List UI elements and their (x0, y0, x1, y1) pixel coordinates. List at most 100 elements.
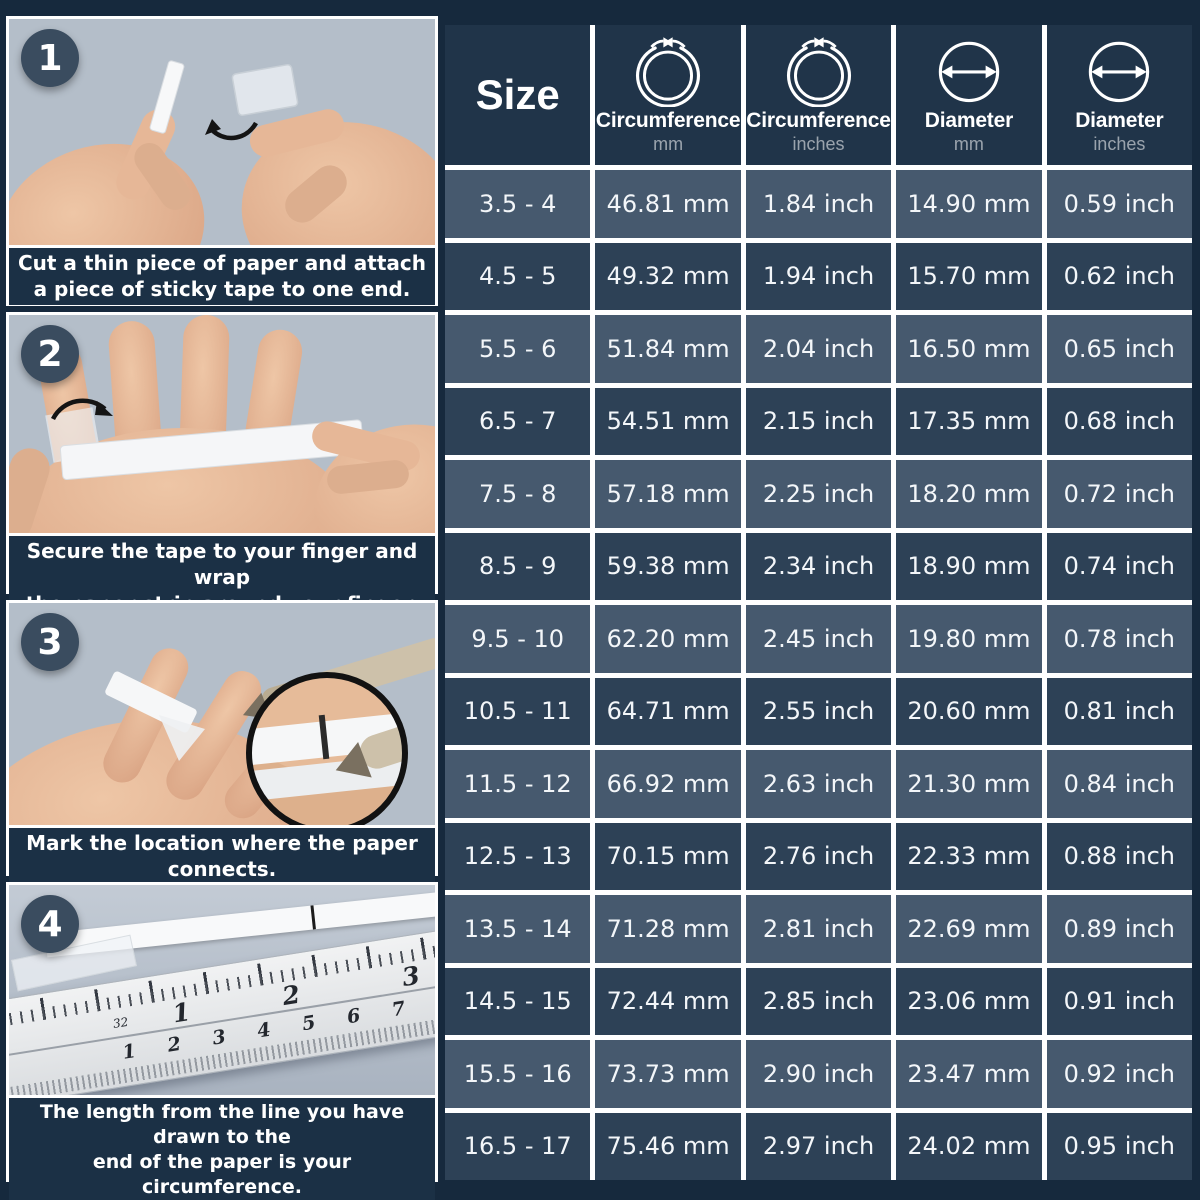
cell-diameter-mm: 23.06 mm (896, 967, 1042, 1035)
step-3-photo: 3 (9, 603, 435, 825)
caption-bold-text: circumference. (141, 1176, 303, 1199)
cell-diameter-inches: 0.88 inch (1046, 822, 1193, 890)
cell-size: 9.5 - 10 (445, 605, 591, 673)
cell-circumference-mm: 57.18 mm (595, 460, 741, 528)
column-header-diameter-inches: Diameter inches (1046, 25, 1193, 165)
cell-size: 13.5 - 14 (445, 895, 591, 963)
caption-line: The length from the line you have drawn … (39, 1101, 405, 1149)
cell-diameter-mm: 18.20 mm (896, 460, 1042, 528)
cell-circumference-mm: 73.73 mm (595, 1040, 741, 1108)
cell-size: 5.5 - 6 (445, 315, 591, 383)
size-header-label: Size (475, 71, 560, 118)
table-row: 13.5 - 14 71.28 mm 2.81 inch 22.69 mm 0.… (445, 895, 1193, 963)
caption-line: a piece of sticky tape to one end. (33, 277, 411, 302)
cell-circumference-inches: 2.04 inch (745, 315, 892, 383)
cell-diameter-inches: 0.68 inch (1046, 387, 1193, 455)
caption-line: Cut a thin piece of paper and attach (17, 251, 427, 275)
ruler-cm-number: 6 (345, 1004, 362, 1029)
cell-circumference-mm: 64.71 mm (595, 677, 741, 745)
cell-circumference-mm: 66.92 mm (595, 750, 741, 818)
cell-circumference-inches: 2.85 inch (745, 967, 892, 1035)
cell-circumference-mm: 46.81 mm (595, 170, 741, 238)
step-3-caption: Mark the location where the paper connec… (9, 825, 435, 885)
step-number-badge: 2 (21, 325, 79, 383)
cell-diameter-mm: 17.35 mm (896, 387, 1042, 455)
cell-diameter-mm: 14.90 mm (896, 170, 1042, 238)
table-header-row: Size Circumference mm (445, 25, 1193, 165)
column-label: Circumference (746, 109, 891, 132)
cell-circumference-inches: 2.34 inch (745, 532, 892, 600)
table-row: 11.5 - 12 66.92 mm 2.63 inch 21.30 mm 0.… (445, 750, 1193, 818)
step-4-photo: 32 1 2 3 1 2 3 4 5 6 7 4 (9, 885, 435, 1095)
cell-circumference-mm: 62.20 mm (595, 605, 741, 673)
cell-diameter-inches: 0.95 inch (1046, 1112, 1193, 1180)
table-row: 14.5 - 15 72.44 mm 2.85 inch 23.06 mm 0.… (445, 967, 1193, 1035)
table-row: 10.5 - 11 64.71 mm 2.55 inch 20.60 mm 0.… (445, 677, 1193, 745)
cell-circumference-mm: 71.28 mm (595, 895, 741, 963)
step-2-illustration (9, 315, 435, 533)
cell-size: 16.5 - 17 (445, 1112, 591, 1180)
cell-size: 11.5 - 12 (445, 750, 591, 818)
ruler-inch-number: 3 (400, 960, 422, 993)
cell-circumference-mm: 59.38 mm (595, 532, 741, 600)
ruler-inch-number: 1 (170, 997, 193, 1029)
table-row: 9.5 - 10 62.20 mm 2.45 inch 19.80 mm 0.7… (445, 605, 1193, 673)
step-number-badge: 3 (21, 613, 79, 671)
table-row: 3.5 - 4 46.81 mm 1.84 inch 14.90 mm 0.59… (445, 170, 1193, 238)
step-1-illustration (9, 19, 435, 245)
diameter-icon (938, 41, 1000, 103)
cell-size: 8.5 - 9 (445, 532, 591, 600)
cell-circumference-inches: 2.63 inch (745, 750, 892, 818)
column-unit: inches (792, 134, 845, 154)
cell-diameter-inches: 0.81 inch (1046, 677, 1193, 745)
cell-circumference-inches: 2.81 inch (745, 895, 892, 963)
cell-size: 7.5 - 8 (445, 460, 591, 528)
caption-text: end of the paper is your (92, 1151, 352, 1174)
cell-circumference-inches: 1.94 inch (745, 242, 892, 310)
circumference-icon (786, 37, 851, 107)
table-row: 12.5 - 13 70.15 mm 2.76 inch 22.33 mm 0.… (445, 822, 1193, 890)
cell-diameter-inches: 0.74 inch (1046, 532, 1193, 600)
ruler-inch-number: 2 (280, 979, 303, 1012)
cell-circumference-mm: 51.84 mm (595, 315, 741, 383)
table-row: 4.5 - 5 49.32 mm 1.94 inch 15.70 mm 0.62… (445, 242, 1193, 310)
cell-circumference-mm: 72.44 mm (595, 967, 741, 1035)
table-row: 8.5 - 9 59.38 mm 2.34 inch 18.90 mm 0.74… (445, 532, 1193, 600)
cell-diameter-mm: 21.30 mm (896, 750, 1042, 818)
cell-diameter-mm: 20.60 mm (896, 677, 1042, 745)
cell-circumference-inches: 1.84 inch (745, 170, 892, 238)
ruler-cm-number: 4 (255, 1018, 273, 1043)
step-1-caption: Cut a thin piece of paper and attach a p… (9, 245, 435, 305)
cell-size: 12.5 - 13 (445, 822, 591, 890)
cell-circumference-inches: 2.25 inch (745, 460, 892, 528)
cell-circumference-inches: 2.97 inch (745, 1112, 892, 1180)
cell-diameter-mm: 16.50 mm (896, 315, 1042, 383)
cell-diameter-inches: 0.78 inch (1046, 605, 1193, 673)
column-header-diameter-mm: Diameter mm (896, 25, 1042, 165)
cell-circumference-mm: 49.32 mm (595, 242, 741, 310)
ruler-cm-number: 7 (390, 997, 407, 1022)
step-panel-1: 1 Cut a thin piece of paper and attach a… (6, 16, 438, 306)
step-3-illustration (9, 603, 435, 825)
table-row: 7.5 - 8 57.18 mm 2.25 inch 18.20 mm 0.72… (445, 460, 1193, 528)
column-header-size: Size (445, 25, 591, 165)
cell-size: 6.5 - 7 (445, 387, 591, 455)
column-label: Diameter (1075, 109, 1164, 132)
table-row: 5.5 - 6 51.84 mm 2.04 inch 16.50 mm 0.65… (445, 315, 1193, 383)
cell-diameter-inches: 0.92 inch (1046, 1040, 1193, 1108)
column-unit: inches (1093, 134, 1146, 154)
cell-diameter-inches: 0.59 inch (1046, 170, 1193, 238)
ruler-cm-number: 3 (210, 1025, 228, 1050)
table-row: 6.5 - 7 54.51 mm 2.15 inch 17.35 mm 0.68… (445, 387, 1193, 455)
cell-diameter-mm: 24.02 mm (896, 1112, 1042, 1180)
ruler-fraction-label: 32 (111, 1014, 130, 1032)
step-number-badge: 1 (21, 29, 79, 87)
caption-line: Secure the tape to your finger and wrap (26, 539, 418, 590)
step-panel-4: 32 1 2 3 1 2 3 4 5 6 7 4 The length from… (6, 882, 438, 1200)
ring-size-table: Size Circumference mm (445, 25, 1193, 1180)
step-4-caption: The length from the line you have drawn … (9, 1095, 435, 1200)
caption-line: Mark the location where the paper connec… (26, 831, 418, 882)
cell-circumference-mm: 70.15 mm (595, 822, 741, 890)
curved-arrow-icon (211, 121, 258, 141)
